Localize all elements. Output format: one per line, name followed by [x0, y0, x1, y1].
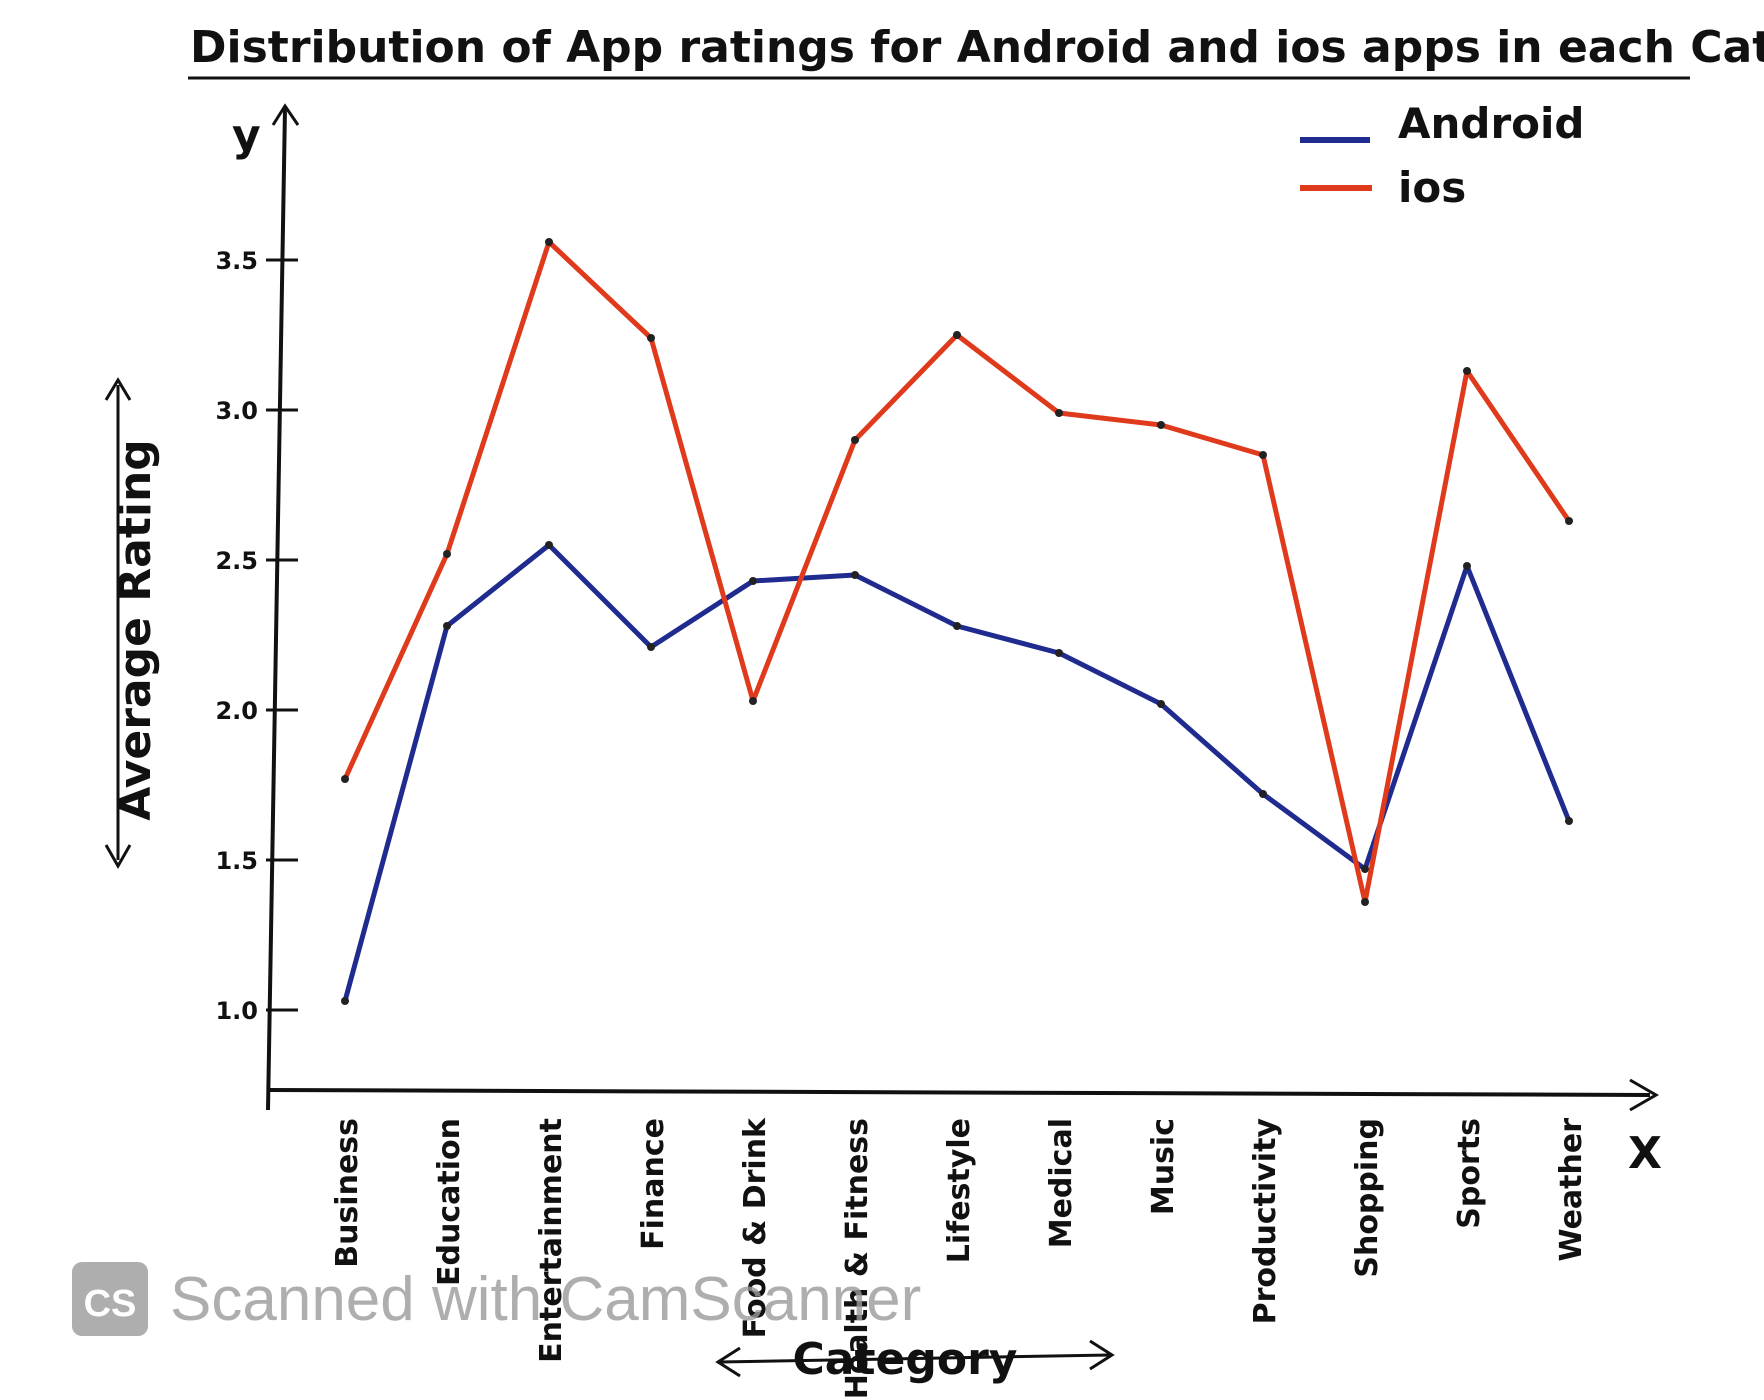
y-tick-label: 2.5 [215, 547, 258, 575]
y-axis-letter: y [232, 110, 261, 161]
data-point-ios [1361, 898, 1369, 906]
x-category-label: Music [1146, 1118, 1181, 1215]
y-tick-label: 1.0 [215, 997, 258, 1025]
data-point-ios [647, 334, 655, 342]
legend-label-ios: ios [1398, 163, 1466, 212]
x-category-label: Business [330, 1118, 365, 1268]
camscanner-logo-text: CS [84, 1283, 137, 1325]
data-point-android [341, 997, 349, 1005]
y-tick-label: 3.5 [215, 247, 258, 275]
data-point-ios [1259, 451, 1267, 459]
chart-title: Distribution of App ratings for Android … [190, 22, 1764, 73]
data-point-ios [953, 331, 961, 339]
camscanner-watermark: CS Scanned with CamScanner [72, 1262, 921, 1336]
data-point-ios [341, 775, 349, 783]
watermark-text: Scanned with CamScanner [170, 1265, 921, 1334]
y-axis-arrowhead [271, 103, 300, 126]
x-category-label: Shopping [1350, 1118, 1385, 1278]
x-category-label: Medical [1044, 1118, 1079, 1248]
x-category-label: Education [432, 1118, 467, 1286]
data-point-ios [545, 238, 553, 246]
x-category-label: Entertainment [534, 1118, 569, 1363]
data-point-android [1361, 865, 1369, 873]
data-point-ios [1463, 367, 1471, 375]
legend: Android ios [1300, 99, 1585, 212]
series-line-android [342, 542, 1572, 1004]
data-point-ios [443, 550, 451, 558]
data-point-android [1055, 649, 1063, 657]
data-point-android [1565, 817, 1573, 825]
x-axis [267, 1088, 1651, 1097]
data-point-android [443, 622, 451, 630]
y-axis [266, 107, 287, 1111]
x-label-arrow-left [715, 1346, 741, 1378]
x-category-label: Food & Drink [738, 1117, 773, 1338]
x-category-label: Weather [1554, 1118, 1589, 1262]
data-point-ios [1055, 409, 1063, 417]
data-point-ios [1565, 517, 1573, 525]
x-category-label: Productivity [1248, 1118, 1283, 1325]
data-point-android [953, 622, 961, 630]
y-tick-label: 3.0 [215, 397, 258, 425]
data-point-ios [851, 436, 859, 444]
data-point-ios [749, 697, 757, 705]
data-point-android [545, 541, 553, 549]
legend-label-android: Android [1398, 99, 1585, 148]
series-line-ios [342, 239, 1572, 905]
x-category-label: Lifestyle [942, 1118, 977, 1263]
data-point-android [1259, 790, 1267, 798]
data-point-ios [1157, 421, 1165, 429]
x-axis-arrowhead [1629, 1078, 1660, 1112]
data-point-android [647, 643, 655, 651]
y-tick-label: 2.0 [215, 697, 258, 725]
data-point-android [1463, 562, 1471, 570]
x-axis-letter: X [1628, 1128, 1662, 1179]
y-tick-label: 1.5 [215, 847, 258, 875]
x-label-arrow-right [1089, 1339, 1115, 1371]
x-category-label: Health & Fitness [840, 1118, 875, 1399]
y-label-arrow-up [104, 377, 132, 401]
x-category-label: Finance [636, 1118, 671, 1250]
data-point-android [1157, 700, 1165, 708]
data-point-android [749, 577, 757, 585]
x-category-label: Sports [1452, 1118, 1487, 1229]
data-point-android [851, 571, 859, 579]
camscanner-logo [72, 1262, 148, 1336]
x-label-arrow-line [719, 1353, 1111, 1364]
y-label-arrow-down [104, 844, 132, 870]
